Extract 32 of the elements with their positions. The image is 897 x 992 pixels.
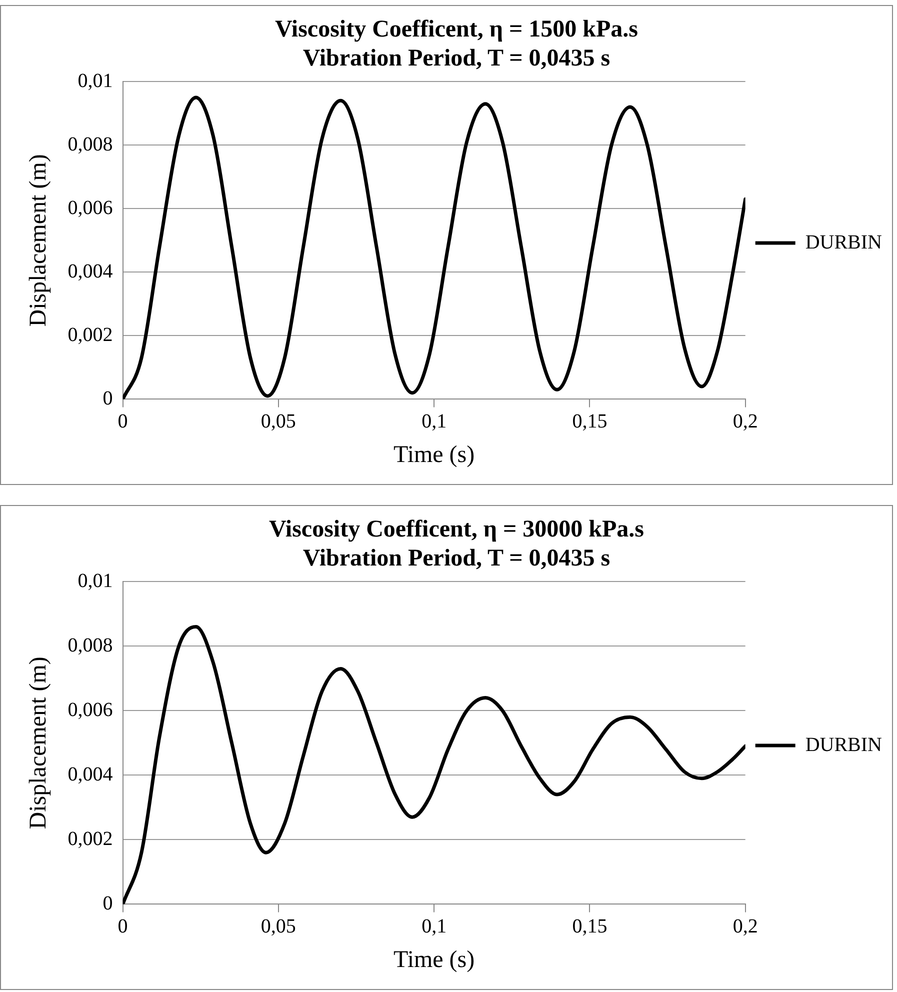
y-tick-label: 0,008 (68, 634, 113, 656)
x-tick-label: 0,05 (260, 915, 296, 938)
text: Viscosity Coefficent, η = 1500 kPa.s (274, 16, 638, 43)
y-tick-label: 0,006 (68, 196, 113, 219)
y-axis-title: Displacement (m) (26, 154, 52, 327)
y-tick-label: 0,008 (68, 133, 113, 156)
y-tick-label: 0,006 (68, 698, 113, 721)
y-tick-label: 0,01 (78, 570, 113, 592)
x-tick-label: 0,05 (260, 410, 296, 432)
x-tick-label: 0,15 (572, 915, 608, 938)
text: Viscosity Coefficent, η = 30000 kPa.s (268, 516, 644, 543)
y-tick-label: 0,004 (68, 763, 113, 786)
text: Vibration Period, T = 0,0435 s (302, 545, 610, 572)
y-tick-label: 0,004 (68, 260, 113, 282)
text: Vibration Period, T = 0,0435 s (302, 45, 610, 72)
y-tick-label: 0,002 (68, 324, 113, 346)
legend-label: DURBIN (805, 734, 882, 756)
x-tick-label: 0,15 (572, 410, 608, 432)
x-axis-title: Time (s) (393, 442, 475, 468)
x-tick-label: 0,2 (732, 915, 758, 938)
y-tick-label: 0,01 (78, 70, 113, 92)
y-axis-title: Displacement (m) (26, 656, 52, 830)
y-tick-label: 0,002 (68, 828, 113, 850)
legend-label: DURBIN (805, 231, 882, 254)
x-axis-title: Time (s) (393, 946, 475, 973)
x-tick-label: 0 (118, 915, 128, 938)
x-tick-label: 0,1 (422, 915, 447, 938)
y-tick-label: 0 (102, 387, 113, 410)
x-tick-label: 0,2 (732, 410, 758, 432)
x-tick-label: 0 (118, 410, 128, 432)
y-tick-label: 0 (102, 892, 113, 914)
x-tick-label: 0,1 (422, 410, 447, 432)
